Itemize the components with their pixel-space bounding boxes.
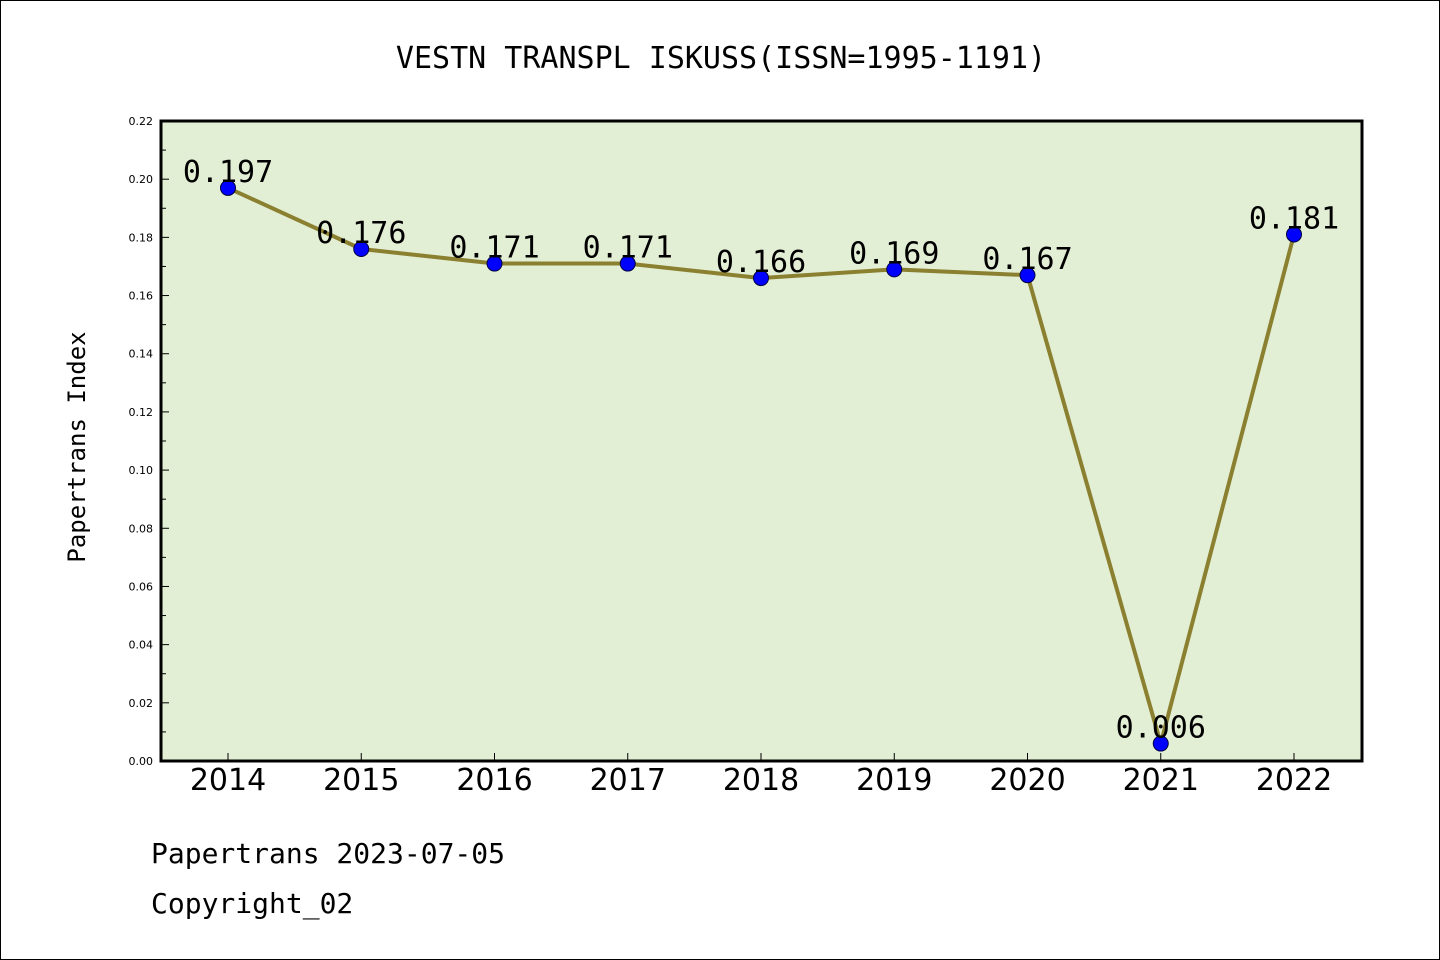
data-point [1286,226,1302,243]
x-tick-label: 2021 [1123,763,1199,798]
x-tick-label: 2019 [856,763,932,798]
y-tick-label: 0.06 [129,580,154,593]
y-tick-label: 0.00 [129,755,154,768]
data-point [619,255,636,272]
chart-title: VESTN TRANSPL ISKUSS(ISSN=1995-1191) [396,41,1046,76]
y-axis-label: Papertrans Index [63,331,91,562]
y-tick-label: 0.14 [129,348,154,361]
y-tick-label: 0.18 [129,231,154,244]
data-point [353,241,370,257]
data-label: 0.181 [1249,201,1339,236]
data-label: 0.169 [849,236,939,271]
data-point [886,261,903,278]
data-label: 0.171 [583,231,673,266]
x-tick-label: 2022 [1256,763,1332,798]
data-point [1152,735,1169,752]
data-label: 0.167 [982,242,1072,277]
footer-date: Papertrans 2023-07-05 [151,837,506,870]
y-tick-label: 0.08 [129,522,154,535]
x-tick-label: 2018 [723,763,799,798]
data-point [486,255,503,272]
footer-copyright: Copyright_02 [151,887,354,920]
data-point [220,179,236,196]
y-tick-label: 0.02 [129,697,154,710]
data-label: 0.176 [316,216,406,251]
x-tick-label: 2020 [989,763,1065,798]
x-axis-ticks: 2014 2015 2016 2017 2018 2019 2020 2021 2022 [190,753,1332,798]
plot-area [159,119,1364,763]
y-tick-label: 0.10 [129,464,154,477]
data-label: 0.006 [1116,711,1206,746]
y-tick-label: 0.16 [129,290,154,303]
data-label: 0.171 [449,231,539,266]
data-labels: 0.197 0.176 0.171 0.171 0.166 0.169 0.167 0.006… [183,155,1339,746]
y-tick-label: 0.22 [129,115,154,128]
y-tick-label: 0.12 [129,406,154,419]
series-group [220,179,1302,752]
x-tick-label: 2014 [190,763,266,798]
y-tick-label: 0.20 [129,173,154,186]
x-tick-label: 2017 [590,763,666,798]
x-tick-label: 2016 [456,763,532,798]
data-point [1019,267,1036,284]
data-label: 0.197 [183,155,273,190]
y-tick-label: 0.04 [129,639,154,652]
data-label: 0.166 [716,245,806,280]
data-point [753,270,769,287]
y-axis-ticks: 0.00 0.02 0.04 0.06 0.08 0.10 0.12 0.14 0.16 0.18… [129,115,169,768]
x-tick-label: 2015 [323,763,399,798]
